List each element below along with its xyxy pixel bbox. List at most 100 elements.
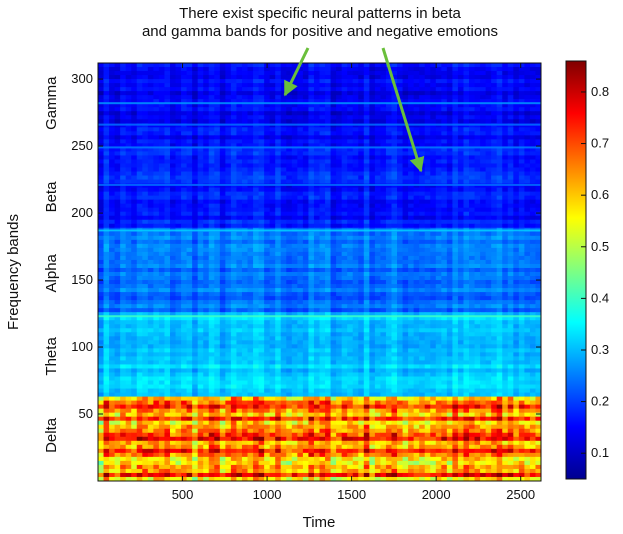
heatmap-cell — [225, 167, 232, 173]
heatmap-cell — [347, 195, 354, 201]
heatmap-cell — [197, 239, 204, 245]
heatmap-cell — [181, 115, 188, 120]
heatmap-cell — [485, 119, 492, 124]
heatmap-cell — [363, 87, 370, 92]
heatmap-cell — [535, 308, 541, 313]
heatmap-cell — [302, 99, 310, 104]
heatmap-cell — [241, 267, 249, 273]
heatmap-cell — [175, 155, 182, 161]
heatmap-cell — [302, 167, 310, 173]
heatmap-cell — [402, 235, 409, 241]
heatmap-cell — [120, 99, 127, 104]
heatmap-cell — [457, 203, 465, 209]
heatmap-cell — [142, 83, 149, 88]
heatmap-cell — [225, 131, 232, 136]
heatmap-cell — [136, 135, 143, 140]
heatmap-cell — [219, 63, 226, 68]
heatmap-cell — [291, 143, 298, 148]
heatmap-cell — [264, 167, 271, 173]
heatmap-cell — [98, 276, 105, 281]
heatmap-cell — [175, 107, 182, 112]
heatmap-cell — [485, 127, 492, 132]
heatmap-cell — [469, 75, 476, 80]
heatmap-cell — [380, 292, 387, 297]
heatmap-cell — [524, 207, 531, 213]
heatmap-cell — [158, 280, 166, 285]
heatmap-cell — [230, 79, 238, 84]
heatmap-cell — [286, 267, 293, 273]
heatmap-cell — [446, 83, 453, 88]
heatmap-cell — [374, 255, 382, 261]
heatmap-cell — [147, 83, 154, 88]
heatmap-cell — [214, 87, 221, 92]
heatmap-cell — [136, 155, 143, 161]
heatmap-cell — [258, 175, 265, 181]
heatmap-cell — [236, 99, 243, 104]
heatmap-cell — [192, 151, 199, 157]
heatmap-cell — [380, 67, 387, 72]
heatmap-cell — [308, 71, 315, 76]
heatmap-cell — [153, 147, 160, 153]
heatmap-cell — [341, 219, 348, 225]
heatmap-cell — [109, 211, 116, 217]
heatmap-cell — [341, 91, 348, 96]
heatmap-cell — [452, 219, 459, 225]
heatmap-cell — [502, 304, 509, 309]
heatmap-cell — [380, 187, 387, 193]
heatmap-cell — [397, 191, 404, 197]
heatmap-cell — [291, 215, 298, 221]
heatmap-cell — [402, 223, 409, 229]
heatmap-cell — [380, 83, 387, 88]
heatmap-cell — [474, 187, 481, 193]
heatmap-cell — [308, 115, 315, 120]
heatmap-cell — [374, 83, 382, 88]
heatmap-cell — [275, 171, 282, 177]
heatmap-cell — [313, 147, 321, 153]
heatmap-cell — [408, 187, 415, 193]
heatmap-cell — [313, 67, 321, 72]
heatmap-cell — [192, 119, 199, 124]
heatmap-cell — [352, 107, 359, 112]
heatmap-cell — [186, 143, 193, 148]
heatmap-cell — [374, 243, 382, 249]
heatmap-cell — [441, 71, 448, 76]
heatmap-cell — [269, 280, 276, 285]
heatmap-cell — [114, 115, 121, 120]
heatmap-cell — [269, 179, 276, 185]
heatmap-cell — [264, 211, 271, 217]
heatmap-cell — [358, 99, 365, 104]
heatmap-cell — [496, 147, 503, 153]
heatmap-cell — [391, 135, 398, 140]
heatmap-cell — [219, 308, 226, 313]
heatmap-cell — [330, 247, 337, 253]
heatmap-cell — [181, 175, 188, 181]
heatmap-cell — [391, 71, 398, 76]
heatmap-cell — [474, 167, 481, 173]
heatmap-cell — [352, 207, 359, 213]
heatmap-cell — [302, 103, 310, 108]
heatmap-cell — [419, 292, 426, 297]
heatmap-cell — [230, 119, 238, 124]
heatmap-cell — [480, 119, 487, 124]
heatmap-cell — [408, 211, 415, 217]
heatmap-cell — [469, 247, 476, 253]
heatmap-cell — [147, 267, 154, 273]
heatmap-cell — [258, 67, 265, 72]
heatmap-cell — [391, 167, 398, 173]
heatmap-cell — [408, 280, 415, 285]
heatmap-cell — [385, 163, 393, 169]
heatmap-cell — [529, 99, 537, 104]
heatmap-cell — [435, 215, 442, 221]
heatmap-cell — [352, 87, 359, 92]
heatmap-cell — [241, 199, 249, 205]
heatmap-cell — [258, 251, 265, 257]
heatmap-cell — [330, 251, 337, 257]
heatmap-cell — [518, 83, 525, 88]
heatmap-cell — [469, 83, 476, 88]
heatmap-cell — [319, 292, 326, 297]
heatmap-cell — [109, 159, 116, 165]
heatmap-cell — [513, 263, 520, 269]
heatmap-cell — [158, 179, 166, 185]
heatmap-cell — [507, 159, 514, 165]
heatmap-cell — [424, 139, 431, 144]
